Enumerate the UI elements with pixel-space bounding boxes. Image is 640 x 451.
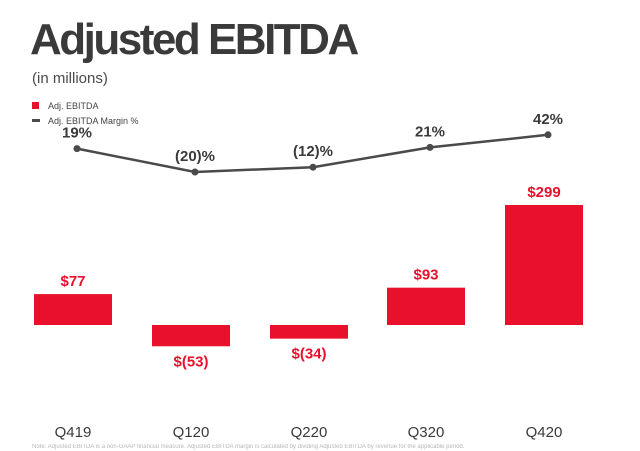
margin-point xyxy=(309,163,317,171)
footnote: Note: Adjusted EBITDA is a non-GAAP fina… xyxy=(32,444,465,450)
bar-value-label: $299 xyxy=(527,184,560,201)
margin-value-label: 21% xyxy=(415,123,445,140)
margin-point xyxy=(191,168,199,176)
x-tick-label: Q420 xyxy=(526,424,563,441)
x-tick-label: Q320 xyxy=(408,424,445,441)
bar-value-label: $93 xyxy=(413,267,438,284)
chart-title: Adjusted EBITDA xyxy=(30,15,359,64)
legend-bar-swatch xyxy=(32,102,39,109)
bar-q120 xyxy=(152,325,230,347)
bar-q220 xyxy=(270,325,348,339)
bar-q419 xyxy=(34,294,112,325)
chart-subtitle: (in millions) xyxy=(32,70,108,87)
legend-item-line: Adj. EBITDA Margin % xyxy=(32,113,139,128)
margin-value-label: (12)% xyxy=(293,143,333,160)
bar-value-label: $(34) xyxy=(291,346,326,363)
margin-value-label: (20)% xyxy=(175,148,215,165)
margin-value-label: 42% xyxy=(533,111,563,128)
legend-item-bar: Adj. EBITDA xyxy=(32,98,139,113)
bar-value-label: $(53) xyxy=(173,353,208,370)
margin-point xyxy=(426,143,434,151)
margin-point xyxy=(73,145,81,153)
x-tick-label: Q220 xyxy=(291,424,328,441)
x-tick-label: Q419 xyxy=(55,424,92,441)
legend-line-label: Adj. EBITDA Margin % xyxy=(48,115,139,126)
legend: Adj. EBITDA Adj. EBITDA Margin % xyxy=(32,98,139,128)
margin-value-label: 19% xyxy=(62,125,92,142)
bar-value-label: $77 xyxy=(60,273,85,290)
legend-line-swatch xyxy=(32,119,40,122)
margin-point xyxy=(544,131,552,139)
bar-q320 xyxy=(387,287,465,325)
bar-q420 xyxy=(505,205,583,325)
legend-bar-label: Adj. EBITDA xyxy=(48,100,99,111)
x-tick-label: Q120 xyxy=(173,424,210,441)
